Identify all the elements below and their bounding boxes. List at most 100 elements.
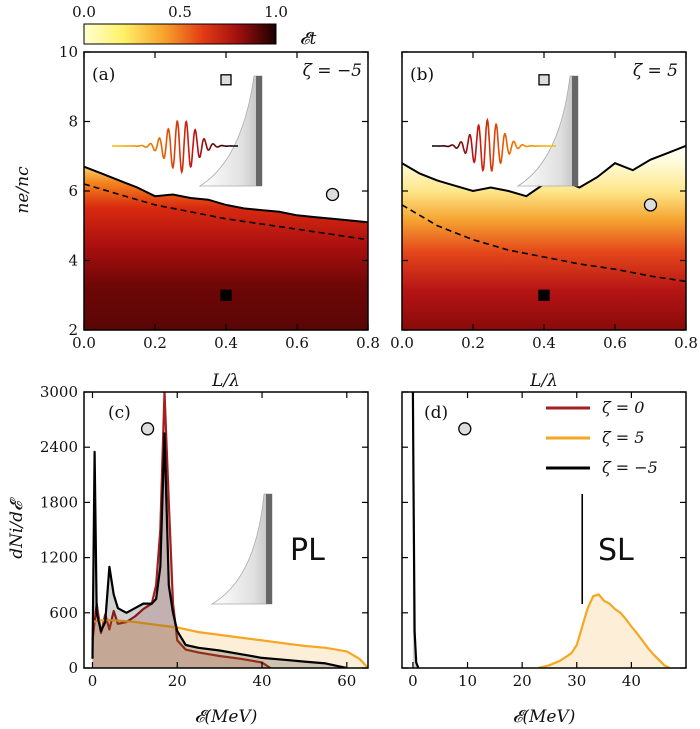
panel-c-markers [140,422,155,436]
panel-d: 0 10 20 30 40 (d) SL 𝓔(MeV) ζ = 0 ζ = 5 ζ = −5 [401,391,687,727]
panel-c-x-ticks: 0 20 40 60 [88,392,356,690]
panel-c-xtick-label: 0 [88,672,98,690]
panel-a-solid-contour [84,165,368,224]
panel-c-frame [83,391,369,669]
panel-c-y-ticks: 0 600 1200 1800 2400 3000 [40,383,368,677]
panel-a-ytick-label: 2 [68,321,78,339]
panel-a-transparency-region [84,52,368,223]
panel-a-dashed-contour [84,183,368,241]
panel-c-label: (c) [108,403,131,423]
panel-b-marker-circle [643,198,658,212]
panel-d-series-line [411,392,420,668]
panel-c-xtick-label: 20 [168,672,187,690]
legend-label: ζ = −5 [602,458,658,477]
panel-d-xtick-label: 40 [622,672,641,690]
panel-d-xtick-label: 0 [408,672,418,690]
panel-d-xtick-label: 20 [513,672,532,690]
panel-b-xtick-label: 0.6 [603,334,627,352]
legend-label: ζ = 0 [602,398,644,417]
panel-b-marker-square [538,289,550,301]
panel-d-annotation: SL [598,533,634,568]
panel-d-series [411,392,671,668]
panel-a-xtick-label: 0.6 [285,334,309,352]
panel-c-annotation: PL [290,533,325,568]
colorbar-tick-0: 0.0 [72,3,96,21]
panel-a-marker-square [220,289,232,301]
panel-a-label: (a) [92,65,115,85]
panel-a-xtick-label: 0.4 [214,334,238,352]
panel-c-series-line [91,392,272,668]
panel-c-series-line [92,619,368,668]
colorbar-tick-1: 0.5 [168,3,192,21]
panel-b-markers [538,74,658,301]
panel-c-series-area [92,392,271,668]
panel-b-xtick-label: 0.8 [674,334,698,352]
panel-d-frame [401,391,687,669]
panel-b-label: (b) [410,65,434,85]
panel-c-ytick-label: 1200 [40,549,78,567]
panel-b: 0.0 0.2 0.4 0.6 0.8 (b) ζ = 5 L/λ [390,51,698,391]
panel-b-inset [432,75,579,187]
panel-d-series-area [538,594,670,668]
panel-a-y-ticks: 2 4 6 8 10 [59,43,368,339]
panel-d-xlabel: 𝓔(MeV) [513,707,576,727]
panel-a-target-backing [256,76,262,186]
panel-c-ylabel: dNi/d𝓔 [7,496,27,559]
panel-c-ytick-label: 1800 [40,493,78,511]
panel-b-xtick-label: 0.2 [461,334,485,352]
panel-c-target-backing [266,494,272,604]
panel-a-target-icon [198,75,263,187]
panel-a-ytick-label: 8 [68,113,78,131]
panel-a-xtick-label: 0.2 [143,334,167,352]
panel-d-legend: ζ = 0 ζ = 5 ζ = −5 [546,398,658,477]
panel-c: 0 20 40 60 0 600 1200 1800 2400 3000 (c) PL 𝓔(Me… [7,383,369,727]
panel-a-ytick-label: 6 [68,182,78,200]
panel-c-xtick-label: 40 [252,672,271,690]
panel-a-ytick-label: 10 [59,43,78,61]
panel-c-ytick-label: 600 [49,604,78,622]
panel-a-xlabel: L/λ [211,371,240,391]
panel-a-inset [112,75,263,187]
panel-a-ylabel: ne/nc [13,166,33,214]
panel-d-markers [458,422,472,436]
panel-d-label: (d) [424,403,448,423]
panel-b-target-backing [572,76,578,186]
panel-c-target-icon [210,493,273,605]
panel-b-dashed-contour [402,204,686,283]
panel-c-series-line [91,432,348,668]
panel-c-xlabel: 𝓔(MeV) [195,707,258,727]
panel-c-ytick-label: 3000 [40,383,78,401]
panel-a-marker-square [220,74,232,86]
panel-d-series-line [538,593,671,668]
panel-c-xtick-label: 60 [337,672,356,690]
panel-a-xtick-label: 0.8 [356,334,380,352]
panel-a-marker-circle [325,187,340,202]
panel-b-xlabel: L/λ [529,371,558,391]
panel-d-xtick-label: 10 [458,672,477,690]
panel-a-ytick-label: 4 [68,252,78,270]
panel-c-marker-circle [140,422,155,436]
panel-d-marker-circle [458,422,472,436]
colorbar-label: 𝓔t [300,29,317,49]
panel-a: 0.0 0.2 0.4 0.6 0.8 2 4 6 8 10 (a) ζ = −5 L/λ ne… [13,43,380,391]
panel-c-ytick-label: 2400 [40,438,78,456]
panel-c-series-area [92,620,368,668]
colorbar-gradient [83,23,277,45]
panel-a-laser-pulse-icon [112,120,238,175]
panel-b-x-ticks: 0.0 0.2 0.4 0.6 0.8 [390,52,698,352]
panel-a-x-ticks: 0.0 0.2 0.4 0.6 0.8 [72,52,380,352]
panel-b-xtick-label: 0.4 [532,334,556,352]
panel-c-series [91,392,368,668]
panel-b-y-tickmarks [402,51,686,331]
panel-a-xtick-label: 0.0 [72,334,96,352]
panel-b-target-icon [516,75,579,187]
colorbar-tick-2: 1.0 [264,3,288,21]
panel-c-inset [210,493,273,605]
panel-b-marker-square [538,74,550,86]
panel-d-x-ticks: 0 10 20 30 40 [408,392,641,690]
panel-d-xtick-label: 30 [567,672,586,690]
panel-a-annotation: ζ = −5 [303,61,362,81]
panel-c-ytick-label: 0 [68,659,78,677]
panel-b-annotation: ζ = 5 [633,61,678,81]
